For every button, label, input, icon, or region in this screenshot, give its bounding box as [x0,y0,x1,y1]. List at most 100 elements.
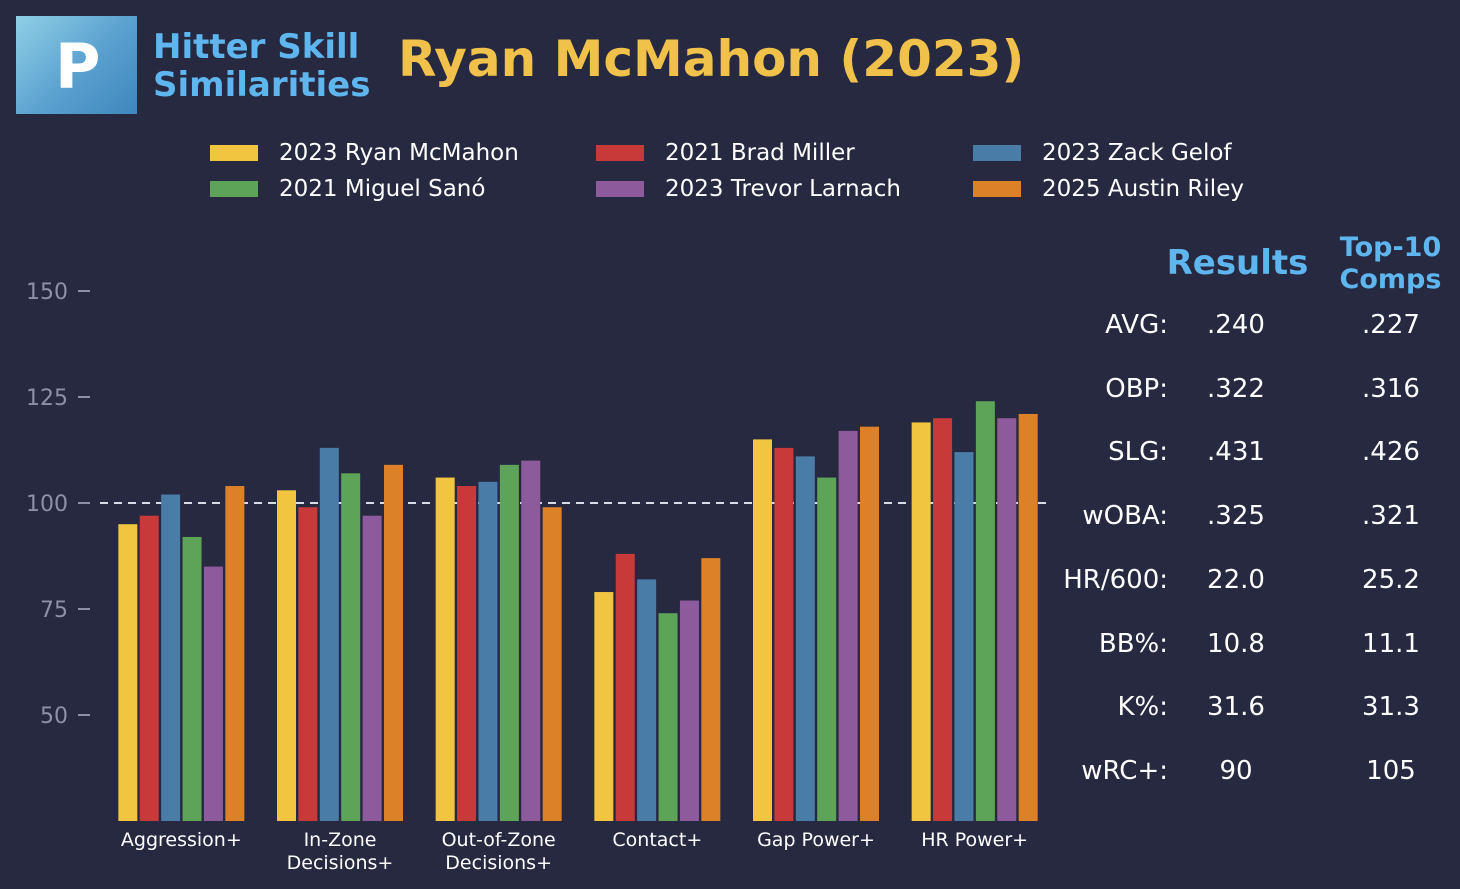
bar [478,481,498,821]
bar [911,422,931,821]
stat-comp-value: 11.1 [1362,628,1420,659]
results-row: OBP: .322 .316 [0,374,1460,414]
results-row: wRC+: 90 105 [0,756,1460,796]
stat-label: OBP: [1105,373,1168,404]
bar [701,558,721,821]
x-tick-label: Gap Power+ [757,829,875,851]
stat-value: .431 [1207,437,1265,468]
stat-comp-value: .227 [1362,310,1420,340]
stat-label: BB%: [1098,628,1168,659]
stat-comp-value: .426 [1362,437,1420,468]
results-title: Results [1166,243,1309,283]
legend-item: 2023 Zack Gelof [973,140,1232,166]
bar [975,401,995,821]
stat-value: .322 [1207,373,1265,404]
comps-title: Top-10 Comps [1328,232,1453,296]
legend-swatch [973,145,1021,161]
bar [384,464,403,821]
bar [1018,413,1038,821]
results-row: wOBA: .325 .321 [0,501,1460,541]
stat-comp-value: .316 [1362,373,1420,404]
bar [838,430,858,821]
bar [679,600,699,821]
bar [435,477,455,821]
brand-title: Hitter Skill Similarities [153,28,370,104]
bar [362,515,382,821]
bar [341,473,361,821]
stat-value: .325 [1207,501,1265,532]
results-row: AVG: .240 .227 [0,310,1460,350]
results-row: SLG: .431 .426 [0,437,1460,477]
bar [499,464,519,821]
legend-item: 2021 Brad Miller [596,140,855,166]
bar [161,494,181,821]
stat-value: 90 [1219,755,1253,786]
logo: P [16,16,137,114]
bar [225,486,245,821]
bar [795,456,815,821]
legend-swatch [596,181,644,197]
bar [457,486,477,821]
bar [594,592,614,821]
bar [542,507,562,821]
bar [658,613,678,821]
legend-swatch [973,181,1021,197]
x-tick-label: Contact+ [612,829,702,851]
logo-letter: P [55,32,100,98]
y-tick-label: 100 [26,492,68,517]
stat-value: 31.6 [1207,692,1265,723]
stat-value: 22.0 [1207,564,1265,595]
stat-label: SLG: [1108,437,1168,468]
bar [753,439,772,821]
bar [521,460,541,821]
y-tick-label: 125 [26,386,68,411]
legend-item: 2023 Ryan McMahon [210,140,519,166]
stat-label: K%: [1117,692,1168,723]
stat-value: 10.8 [1207,628,1265,659]
stat-value: .240 [1207,310,1265,340]
bar [933,418,953,821]
bar [637,579,657,821]
legend-label: 2021 Miguel Sanó [279,176,486,202]
comps-title-line1: Top-10 [1339,232,1442,263]
x-tick-label: In-Zone Decisions+ [287,829,394,874]
bar [203,566,223,821]
brand-title-line2: Similarities [153,65,371,105]
comps-title-line2: Comps [1339,264,1442,295]
legend-item: 2025 Austin Riley [973,176,1244,202]
bar [997,418,1017,821]
bar [860,426,879,821]
x-tick-label: HR Power+ [921,829,1028,851]
legend-label: 2023 Zack Gelof [1042,140,1232,166]
legend-item: 2021 Miguel Sanó [210,176,485,202]
bar [139,515,159,821]
legend-label: 2021 Brad Miller [665,140,855,166]
legend-label: 2023 Trevor Larnach [665,176,901,202]
bar [774,447,794,821]
brand-title-line1: Hitter Skill [153,27,360,67]
stat-label: HR/600: [1063,564,1168,595]
legend-swatch [210,181,258,197]
bar [615,553,635,821]
bar [277,490,296,821]
bar [319,447,339,821]
legend-label: 2023 Ryan McMahon [279,140,519,166]
results-row: HR/600: 22.0 25.2 [0,565,1460,605]
legend-label: 2025 Austin Riley [1042,176,1244,202]
chart-title: Ryan McMahon (2023) [398,30,1025,88]
legend: 2023 Ryan McMahon 2021 Brad Miller 2023 Za… [0,0,1460,230]
stat-label: wRC+: [1081,755,1168,786]
legend-swatch [210,145,258,161]
stat-comp-value: 105 [1366,755,1416,786]
bar [954,452,974,821]
y-tick-label: 50 [40,704,68,729]
y-tick-label: 75 [40,598,68,623]
bar [298,507,318,821]
stat-comp-value: .321 [1362,501,1420,532]
legend-swatch [596,145,644,161]
stat-comp-value: 31.3 [1362,692,1420,723]
stat-label: AVG: [1105,310,1168,340]
x-tick-label: Aggression+ [121,829,242,851]
x-tick-label: Out-of-Zone Decisions+ [442,829,556,874]
bar [817,477,837,821]
